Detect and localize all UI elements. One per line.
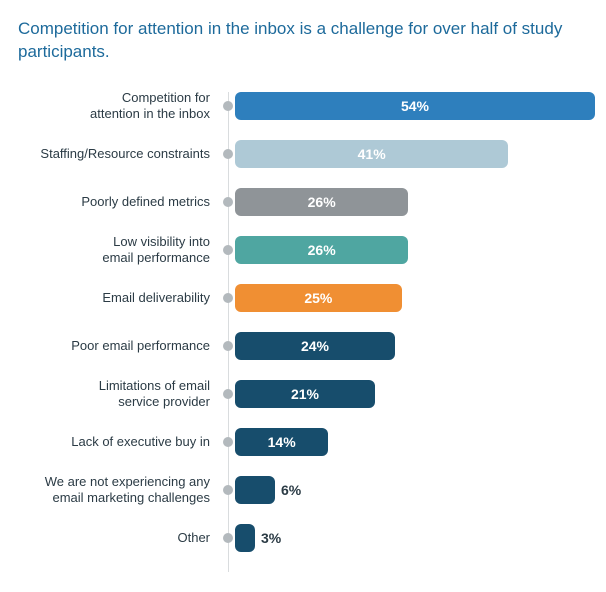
bar-value: 54%: [401, 98, 429, 114]
bar-wrap: 3%: [235, 524, 595, 552]
bar: 3%: [235, 524, 255, 552]
axis-dot: [223, 389, 233, 399]
bar: 26%: [235, 188, 408, 216]
axis-dot: [223, 101, 233, 111]
bar-label: Other: [18, 530, 218, 546]
bar: 54%: [235, 92, 595, 120]
chart-row: We are not experiencing anyemail marketi…: [18, 476, 588, 504]
chart-row: Staffing/Resource constraints 41%: [18, 140, 588, 168]
bar-label: Limitations of emailservice provider: [18, 378, 218, 411]
axis-dot: [223, 245, 233, 255]
bar-wrap: 26%: [235, 188, 595, 216]
chart-row: Limitations of emailservice provider 21%: [18, 380, 588, 408]
bar: 24%: [235, 332, 395, 360]
bar-value: 14%: [268, 434, 296, 450]
bar-value: 21%: [291, 386, 319, 402]
bar-label: We are not experiencing anyemail marketi…: [18, 474, 218, 507]
bar-label: Low visibility intoemail performance: [18, 234, 218, 267]
bar: 41%: [235, 140, 508, 168]
axis-dot: [223, 197, 233, 207]
bar: 25%: [235, 284, 402, 312]
chart-row: Email deliverability 25%: [18, 284, 588, 312]
horizontal-bar-chart: Competition forattention in the inbox 54%…: [18, 92, 588, 572]
chart-row: Competition forattention in the inbox 54%: [18, 92, 588, 120]
bar-wrap: 26%: [235, 236, 595, 264]
bar-label: Lack of executive buy in: [18, 434, 218, 450]
axis-dot: [223, 437, 233, 447]
bar: 6%: [235, 476, 275, 504]
axis-dot: [223, 149, 233, 159]
bar-wrap: 41%: [235, 140, 595, 168]
bar-value: 24%: [301, 338, 329, 354]
chart-row: Low visibility intoemail performance 26%: [18, 236, 588, 264]
bar: 14%: [235, 428, 328, 456]
chart-row: Other 3%: [18, 524, 588, 552]
chart-row: Lack of executive buy in 14%: [18, 428, 588, 456]
bar: 21%: [235, 380, 375, 408]
axis-dot: [223, 485, 233, 495]
chart-row: Poorly defined metrics 26%: [18, 188, 588, 216]
bar-wrap: 25%: [235, 284, 595, 312]
axis-dot: [223, 341, 233, 351]
bar-wrap: 21%: [235, 380, 595, 408]
bar-value: 26%: [308, 194, 336, 210]
axis-dot: [223, 293, 233, 303]
bar-label: Poorly defined metrics: [18, 194, 218, 210]
chart-title: Competition for attention in the inbox i…: [18, 18, 588, 64]
page: Competition for attention in the inbox i…: [0, 0, 606, 590]
axis-dot: [223, 533, 233, 543]
bar-wrap: 54%: [235, 92, 595, 120]
bar: 26%: [235, 236, 408, 264]
bar-value: 6%: [275, 482, 301, 498]
bar-value: 26%: [308, 242, 336, 258]
bar-label: Email deliverability: [18, 290, 218, 306]
bar-label: Competition forattention in the inbox: [18, 90, 218, 123]
chart-row: Poor email performance 24%: [18, 332, 588, 360]
bar-wrap: 6%: [235, 476, 595, 504]
bar-wrap: 24%: [235, 332, 595, 360]
bar-value: 3%: [255, 530, 281, 546]
bar-value: 41%: [358, 146, 386, 162]
bar-label: Poor email performance: [18, 338, 218, 354]
bar-wrap: 14%: [235, 428, 595, 456]
bar-value: 25%: [304, 290, 332, 306]
bar-label: Staffing/Resource constraints: [18, 146, 218, 162]
